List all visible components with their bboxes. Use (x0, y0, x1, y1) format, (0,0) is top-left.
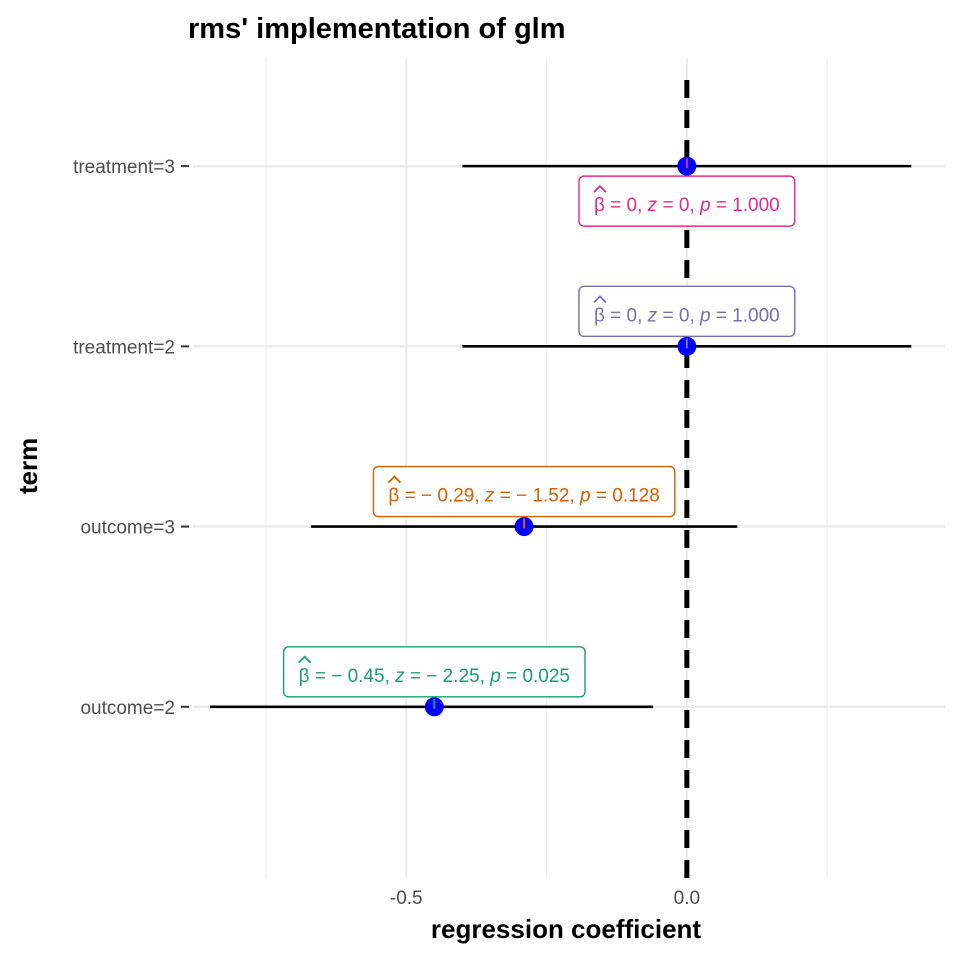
z-symbol: z (394, 666, 405, 687)
p-symbol: p (699, 305, 711, 326)
stat-label-text: β = − 0.45, z = − 2.25, p = 0.025 (299, 666, 570, 687)
beta-hat-symbol: β (594, 305, 605, 326)
z-value: = 0, (657, 195, 700, 216)
x-tick-label: 0.0 (674, 888, 700, 909)
beta-hat-accent (593, 184, 607, 193)
y-tick-label: treatment=3 (73, 157, 175, 178)
beta-value: = 0, (605, 195, 648, 216)
z-symbol: z (647, 305, 658, 326)
stat-label: β = 0, z = 0, p = 1.000 (578, 158, 796, 227)
beta-hat-symbol: β (594, 195, 605, 216)
beta-hat-symbol: β (388, 486, 399, 507)
beta-hat-symbol: β (299, 666, 310, 687)
stat-label-box (282, 646, 586, 698)
beta-value: = − 0.29, (399, 486, 485, 507)
z-symbol: z (484, 486, 495, 507)
beta-value: = − 0.45, (310, 666, 396, 687)
y-axis-title: term (13, 438, 43, 494)
z-value: = − 2.25, (405, 666, 491, 687)
y-tick-label: outcome=3 (80, 518, 175, 539)
p-symbol: p (489, 666, 501, 687)
beta-value: = 0, (605, 305, 648, 326)
chart-title: rms' implementation of glm (188, 13, 566, 45)
y-tick-label: outcome=2 (80, 698, 175, 719)
z-value: = 0, (657, 305, 700, 326)
marks (209, 156, 912, 717)
z-symbol: z (647, 195, 658, 216)
x-axis-title: regression coefficient (431, 914, 702, 944)
stat-label-box (372, 465, 676, 518)
p-value: = 1.000 (711, 195, 780, 216)
beta-hat-accent (387, 475, 402, 484)
p-symbol: p (579, 486, 591, 507)
x-axis: -0.5 0.0 (390, 888, 700, 909)
stat-label: β = 0, z = 0, p = 1.000 (578, 285, 796, 349)
x-tick-label: -0.5 (390, 888, 423, 909)
stat-label-text: β = − 0.29, z = − 1.52, p = 0.128 (388, 486, 659, 507)
beta-hat-accent (593, 295, 607, 303)
stat-label: β = − 0.45, z = − 2.25, p = 0.025 (282, 646, 586, 709)
stat-label-text: β = 0, z = 0, p = 1.000 (594, 195, 780, 216)
p-symbol: p (699, 195, 711, 216)
z-value: = − 1.52, (494, 486, 580, 507)
stat-label-box (578, 285, 796, 338)
y-tick-label: treatment=2 (73, 337, 175, 358)
beta-hat-accent (297, 655, 312, 664)
stat-label-box (578, 175, 796, 227)
p-value: = 1.000 (711, 305, 780, 326)
stat-label: β = − 0.29, z = − 1.52, p = 0.128 (372, 465, 676, 529)
p-value: = 0.025 (501, 666, 570, 687)
p-value: = 0.128 (591, 486, 660, 507)
stat-label-text: β = 0, z = 0, p = 1.000 (594, 305, 780, 326)
y-axis: treatment=3 treatment=2 outcome=3 outcome=2 (73, 157, 189, 719)
